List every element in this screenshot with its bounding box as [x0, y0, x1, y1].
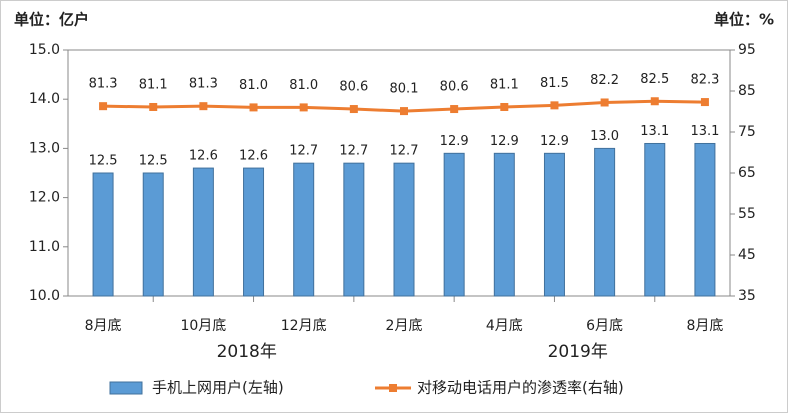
line-marker — [650, 97, 659, 106]
legend-label: 对移动电话用户的渗透率(右轴) — [417, 379, 624, 397]
line-value-label: 81.5 — [540, 76, 569, 91]
left-unit: 单位：亿户 — [14, 11, 89, 29]
bar — [543, 152, 565, 297]
x-tick-label: 8月底 — [686, 318, 723, 334]
right-unit: 单位：% — [714, 11, 774, 29]
line-marker — [249, 103, 258, 112]
bar — [393, 162, 415, 297]
bar-value-label: 13.1 — [690, 124, 719, 139]
bar — [443, 152, 465, 297]
y-tick-label: 13.0 — [29, 140, 60, 156]
line-value-label: 81.1 — [139, 77, 168, 92]
y-tick-label: 11.0 — [29, 239, 60, 255]
bar-value-label: 12.9 — [490, 134, 519, 149]
y2-tick-label: 85 — [738, 83, 756, 99]
x-tick-label: 8月底 — [85, 318, 122, 334]
line-marker — [550, 101, 559, 110]
line-value-label: 81.3 — [89, 77, 118, 92]
bar — [243, 167, 265, 297]
bar — [293, 162, 315, 297]
line-value-label: 80.1 — [390, 82, 419, 97]
bar-value-label: 12.5 — [139, 154, 168, 169]
legend-swatch — [109, 381, 143, 395]
line-value-label: 81.3 — [189, 77, 218, 92]
line-marker — [450, 105, 459, 114]
bar — [192, 167, 214, 297]
line-value-label: 80.6 — [440, 80, 469, 95]
bar-value-label: 12.9 — [540, 134, 569, 149]
line-marker — [199, 102, 208, 111]
y2-tick-label: 35 — [738, 288, 756, 304]
line-value-label: 82.5 — [640, 72, 669, 87]
bar — [493, 152, 515, 297]
line-marker — [400, 107, 408, 116]
line-value-label: 81.0 — [239, 78, 268, 93]
x-tick-label: 4月底 — [486, 318, 523, 334]
bar-value-label: 13.0 — [590, 129, 619, 144]
bar-value-label: 13.1 — [640, 124, 669, 139]
x-tick-label: 2月底 — [386, 318, 423, 334]
line-marker — [700, 98, 709, 107]
y2-tick-label: 95 — [738, 42, 756, 58]
line-marker — [500, 102, 509, 111]
bar — [594, 147, 616, 297]
line-value-label: 81.1 — [490, 77, 519, 92]
bar — [644, 142, 666, 297]
bar-value-label: 12.5 — [89, 154, 118, 169]
y2-tick-label: 45 — [738, 247, 756, 263]
line-marker — [99, 102, 108, 111]
bar-value-label: 12.7 — [390, 144, 419, 159]
bar — [694, 142, 716, 297]
line-marker — [149, 102, 158, 111]
line-marker — [600, 98, 609, 107]
y-tick-label: 12.0 — [29, 190, 60, 206]
line-marker — [299, 103, 308, 112]
x-tick-label: 10月底 — [180, 318, 226, 334]
line-marker — [349, 105, 358, 114]
y-tick-label: 15.0 — [29, 42, 60, 58]
bar-value-label: 12.7 — [289, 144, 318, 159]
x-tick-label: 12月底 — [281, 318, 327, 334]
bar-value-label: 12.9 — [440, 134, 469, 149]
legend-swatch-marker — [389, 384, 397, 392]
bar-value-label: 12.6 — [189, 149, 218, 164]
bar-value-label: 12.7 — [339, 144, 368, 159]
line-value-label: 81.0 — [289, 78, 318, 93]
y-tick-label: 10.0 — [29, 288, 60, 304]
y2-tick-label: 55 — [738, 206, 756, 222]
line-value-label: 82.2 — [590, 73, 619, 88]
legend-label: 手机上网用户(左轴) — [152, 379, 284, 397]
bar — [343, 162, 365, 297]
y2-tick-label: 75 — [738, 124, 756, 140]
bar — [142, 172, 164, 297]
line-value-label: 82.3 — [690, 73, 719, 88]
year-label: 2019年 — [548, 342, 608, 362]
year-label: 2018年 — [217, 342, 277, 362]
bar — [92, 172, 114, 297]
line-value-label: 80.6 — [339, 80, 368, 95]
x-tick-label: 6月底 — [586, 318, 623, 334]
bar-value-label: 12.6 — [239, 149, 268, 164]
y-tick-label: 14.0 — [29, 91, 60, 107]
y2-tick-label: 65 — [738, 165, 756, 181]
